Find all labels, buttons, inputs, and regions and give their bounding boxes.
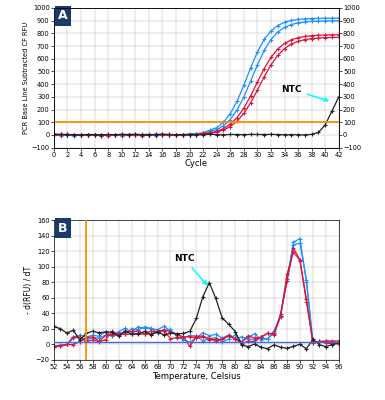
X-axis label: Cycle: Cycle <box>185 159 208 168</box>
X-axis label: Temperature, Celsius: Temperature, Celsius <box>152 372 241 380</box>
Text: A: A <box>58 9 68 22</box>
Y-axis label: PCR Base Line Subtracted CF RFU: PCR Base Line Subtracted CF RFU <box>23 22 29 134</box>
Text: B: B <box>58 222 68 235</box>
Text: NTC: NTC <box>281 85 328 101</box>
Text: NTC: NTC <box>174 254 206 284</box>
Y-axis label: - d(RFU) / dT: - d(RFU) / dT <box>24 266 33 314</box>
